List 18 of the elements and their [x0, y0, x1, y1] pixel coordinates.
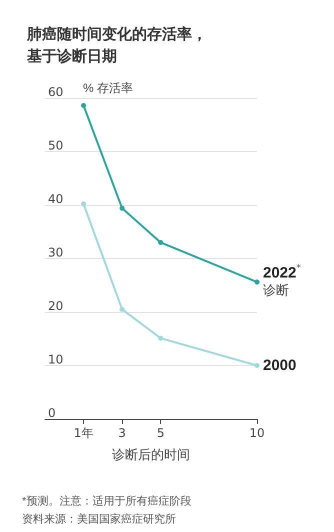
text: 资料来源：美国国家癌症研究所: [22, 512, 176, 526]
y-tick-label: 40: [48, 192, 64, 206]
y-tick-label: 10: [48, 352, 64, 366]
y-tick-label: 50: [48, 138, 64, 152]
x-tick-label: 10: [249, 426, 265, 440]
x-tick-label: 1年: [74, 426, 94, 440]
text: *预测。注意：适用于所有癌症阶段: [22, 494, 192, 508]
y-tick-label: 60: [48, 85, 64, 99]
y-axis-title: % 存活率: [83, 81, 134, 95]
y-tick-label: 30: [48, 246, 64, 260]
text: 2022* 诊断: [263, 264, 301, 299]
chart-title: 肺癌随时间变化的存活率，基于诊断日期: [26, 25, 207, 65]
y-tick-label: 20: [48, 299, 64, 313]
x-tick-label: 3: [118, 426, 126, 440]
series-label: 2000: [263, 357, 296, 374]
x-axis-title: 诊断后的时间: [112, 448, 190, 463]
y-tick-label: 0: [48, 406, 56, 420]
x-tick-label: 5: [156, 426, 164, 440]
